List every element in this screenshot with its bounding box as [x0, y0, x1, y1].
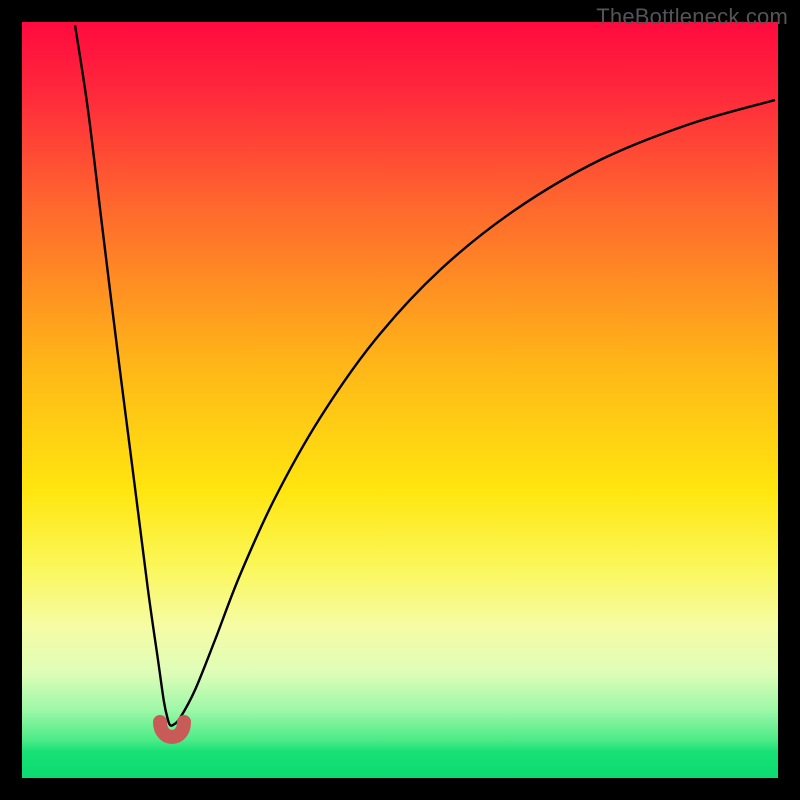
watermark-text: TheBottleneck.com: [596, 4, 788, 30]
chart-frame: TheBottleneck.com: [0, 0, 800, 800]
plot-background: [22, 22, 778, 778]
bottleneck-chart: [0, 0, 800, 800]
